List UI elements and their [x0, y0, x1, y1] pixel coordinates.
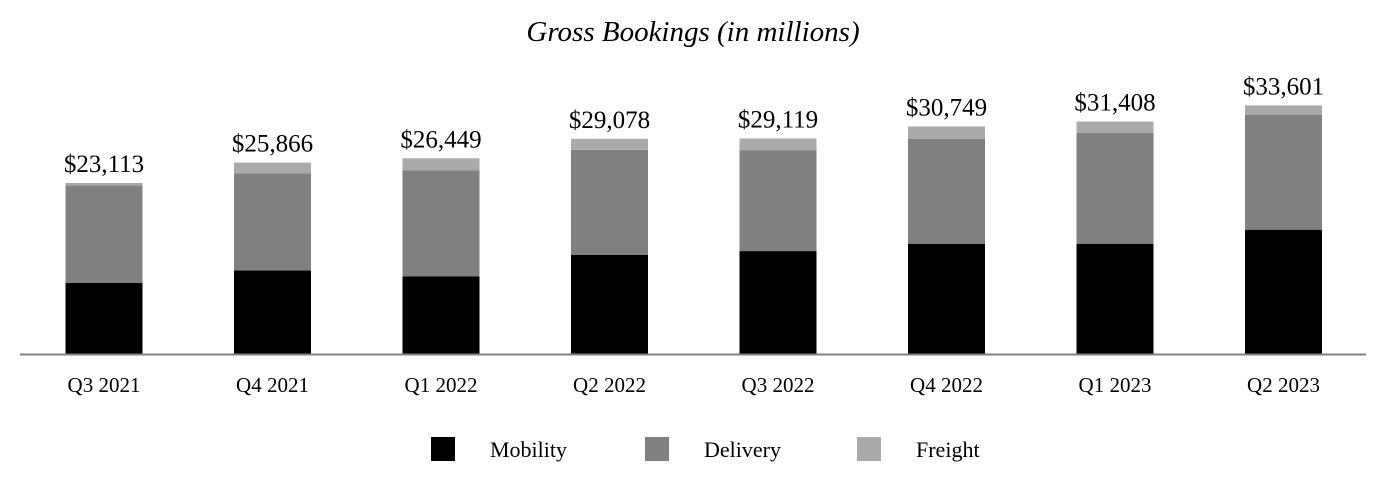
bar-delivery-q1-2022 — [402, 170, 480, 277]
bar-mobility-q2-2023 — [1245, 229, 1322, 354]
totals-layer: $23,113 $25,866 $26,449 $29,078 $29,119 $30,7… — [64, 73, 1324, 178]
bar-delivery-q4-2021 — [234, 173, 311, 271]
legend-swatch-delivery — [645, 437, 669, 461]
total-label: $25,866 — [232, 131, 313, 158]
bar-delivery-q2-2022 — [571, 149, 648, 255]
bar-mobility-q1-2023 — [1076, 243, 1154, 354]
x-tick-label: Q4 2022 — [910, 373, 983, 397]
bar-freight-q2-2023 — [1245, 105, 1322, 115]
total-label: $33,601 — [1243, 73, 1324, 100]
legend-label-mobility: Mobility — [490, 437, 567, 462]
bar-mobility-q3-2021 — [65, 283, 143, 354]
legend-swatch-freight — [857, 437, 881, 461]
total-label: $31,408 — [1074, 90, 1155, 117]
bar-freight-q1-2022 — [402, 158, 480, 171]
bar-mobility-q2-2022 — [571, 254, 648, 354]
x-tick-label: Q3 2022 — [742, 373, 815, 397]
total-label: $26,449 — [400, 126, 481, 153]
bar-mobility-q4-2021 — [234, 270, 311, 354]
bar-freight-q3-2022 — [739, 138, 817, 151]
bar-delivery-q4-2022 — [908, 138, 985, 244]
bar-mobility-q3-2022 — [739, 251, 817, 354]
total-label: $30,749 — [906, 95, 987, 122]
bar-delivery-q2-2023 — [1245, 115, 1322, 230]
x-tick-labels: Q3 2021 Q4 2021 Q1 2022 Q2 2022 Q3 2022 Q4 20… — [68, 373, 1320, 397]
bars-layer — [65, 105, 1322, 354]
x-tick-label: Q1 2023 — [1079, 373, 1152, 397]
total-label: $23,113 — [64, 151, 144, 178]
x-tick-label: Q3 2021 — [68, 373, 141, 397]
bar-mobility-q1-2022 — [402, 276, 480, 354]
legend: Mobility Delivery Freight — [431, 437, 980, 462]
x-tick-label: Q4 2021 — [236, 373, 309, 397]
x-tick-label: Q2 2023 — [1247, 373, 1320, 397]
bar-freight-q4-2021 — [234, 162, 311, 174]
bar-delivery-q3-2022 — [739, 150, 817, 252]
bar-freight-q2-2022 — [571, 138, 648, 150]
total-label: $29,119 — [738, 107, 818, 134]
chart-title: Gross Bookings (in millions) — [526, 16, 859, 48]
legend-label-freight: Freight — [916, 437, 980, 462]
legend-swatch-mobility — [431, 437, 455, 461]
x-tick-label: Q2 2022 — [573, 373, 646, 397]
bar-delivery-q1-2023 — [1076, 132, 1154, 244]
bar-delivery-q3-2021 — [65, 185, 143, 283]
bar-freight-q3-2021 — [65, 183, 143, 186]
legend-label-delivery: Delivery — [704, 437, 781, 462]
bar-mobility-q4-2022 — [908, 243, 985, 354]
bar-freight-q4-2022 — [908, 126, 985, 139]
bar-freight-q1-2023 — [1076, 121, 1154, 133]
total-label: $29,078 — [569, 107, 650, 134]
x-tick-label: Q1 2022 — [405, 373, 478, 397]
